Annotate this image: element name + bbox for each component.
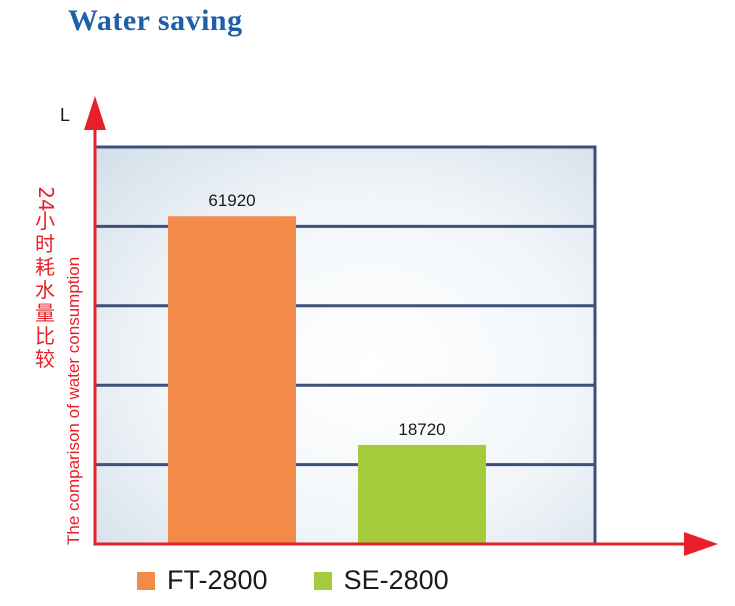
x-axis-arrow xyxy=(684,532,718,556)
legend-item-se: SE-2800 xyxy=(313,565,449,596)
chart-heading: Water saving xyxy=(68,4,243,37)
legend-swatch-ft xyxy=(137,571,155,590)
legend-item-ft: FT-2800 xyxy=(137,565,268,596)
bar-ft-2800 xyxy=(168,216,296,544)
bar-value-label: 18720 xyxy=(398,420,445,439)
y-axis-label-char: 24 xyxy=(34,186,58,211)
y-unit-label: L xyxy=(60,105,70,125)
legend: FT-2800 SE-2800 xyxy=(137,565,495,596)
legend-label-ft: FT-2800 xyxy=(167,565,268,595)
bars xyxy=(168,216,486,544)
bar-se-2800 xyxy=(358,444,486,544)
y-axis-label-char: 量 xyxy=(35,301,55,325)
bar-value-label: 61920 xyxy=(208,191,255,210)
y-axis-label-char: 水 xyxy=(35,278,55,302)
y-axis-label-char: 耗 xyxy=(35,255,55,279)
y-axis-label-char: 较 xyxy=(35,347,55,371)
y-axis-label-char: 比 xyxy=(35,324,55,348)
y-axis-label-char: 小 xyxy=(35,209,55,233)
legend-label-se: SE-2800 xyxy=(343,565,449,595)
y-axis-label-english: The comparison of water consumption xyxy=(64,257,83,545)
legend-swatch-se xyxy=(313,571,332,590)
y-axis-label-char: 时 xyxy=(35,232,55,256)
bar-labels: 61920 18720 xyxy=(208,191,445,439)
y-axis-arrow xyxy=(84,96,106,130)
